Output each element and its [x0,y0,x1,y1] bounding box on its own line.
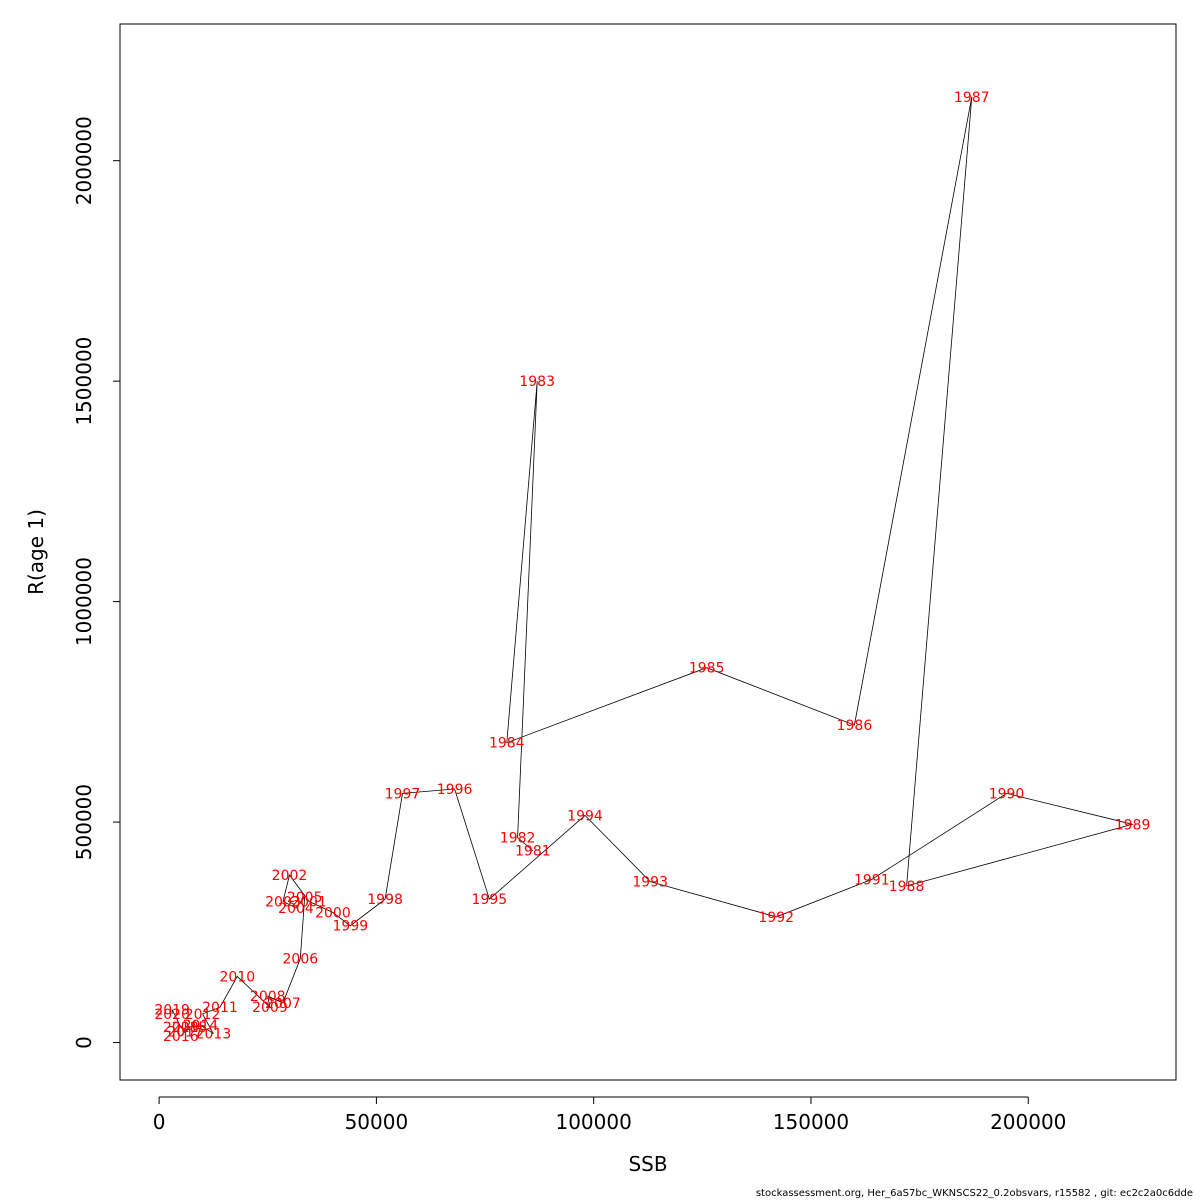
point-label: 1988 [889,879,925,895]
point-label: 2002 [272,868,308,884]
point-label: 1982 [500,830,536,846]
x-tick-label: 50000 [345,1110,409,1134]
x-tick-label: 100000 [555,1110,631,1134]
point-label: 2001 [291,894,327,910]
y-tick-label: 0 [72,1036,96,1049]
point-label: 2013 [196,1027,232,1043]
y-tick-label: 2000000 [72,116,96,205]
point-label: 1998 [367,892,403,908]
point-label: 1991 [854,872,890,888]
point-label: 2014 [183,1018,219,1034]
x-tick-label: 0 [153,1110,166,1134]
point-label: 1983 [519,374,555,390]
point-label: 1987 [954,90,990,106]
point-label: 2008 [250,989,286,1005]
point-label: 2010 [220,969,256,985]
point-label: 1999 [333,919,369,935]
point-label: 1993 [632,875,668,891]
point-label: 1989 [1115,817,1151,833]
point-label: 1992 [758,910,794,926]
series-line [171,96,1135,1037]
y-tick-label: 500000 [72,784,96,860]
y-tick-label: 1500000 [72,337,96,426]
x-axis-title: SSB [628,1152,667,1176]
point-label: 1994 [567,808,603,824]
y-axis: 0 500000 1000000 1500000 2000000 [72,116,121,1049]
point-label: 2004 [278,901,314,917]
point-label: 1995 [472,892,508,908]
point-label: 2007 [265,996,301,1012]
plot-frame [119,23,1177,1081]
y-axis-title: R(age 1) [24,509,48,595]
point-label: 1990 [989,786,1025,802]
footer-source-note: stockassessment.org, Her_6aS7bc_WKNSCS22… [755,1188,1193,1199]
point-label: 2005 [287,890,323,906]
point-label: 2020 [154,1007,190,1023]
point-label: 2018 [163,1020,199,1036]
point-label: 2016 [163,1029,199,1045]
point-label: 2003 [265,894,301,910]
point-label: 2019 [154,1002,190,1018]
point-label: 2011 [202,1000,238,1016]
point-label: 2006 [283,952,319,968]
point-label: 1984 [489,736,525,752]
point-label: 1981 [515,844,551,860]
point-label: 2012 [185,1007,221,1023]
point-label: 1985 [689,661,725,677]
x-tick-label: 150000 [773,1110,849,1134]
point-label: 2017 [167,1024,203,1040]
point-label: 1996 [437,782,473,798]
point-label: 2000 [315,905,351,921]
y-tick-label: 1000000 [72,557,96,646]
point-label: 2009 [252,1000,288,1016]
point-label: 2015 [172,1020,208,1036]
point-label: 1997 [385,786,421,802]
point-label: 1986 [837,718,873,734]
x-axis: 0 50000 100000 150000 200000 [153,1096,1066,1134]
x-tick-label: 200000 [990,1110,1066,1134]
